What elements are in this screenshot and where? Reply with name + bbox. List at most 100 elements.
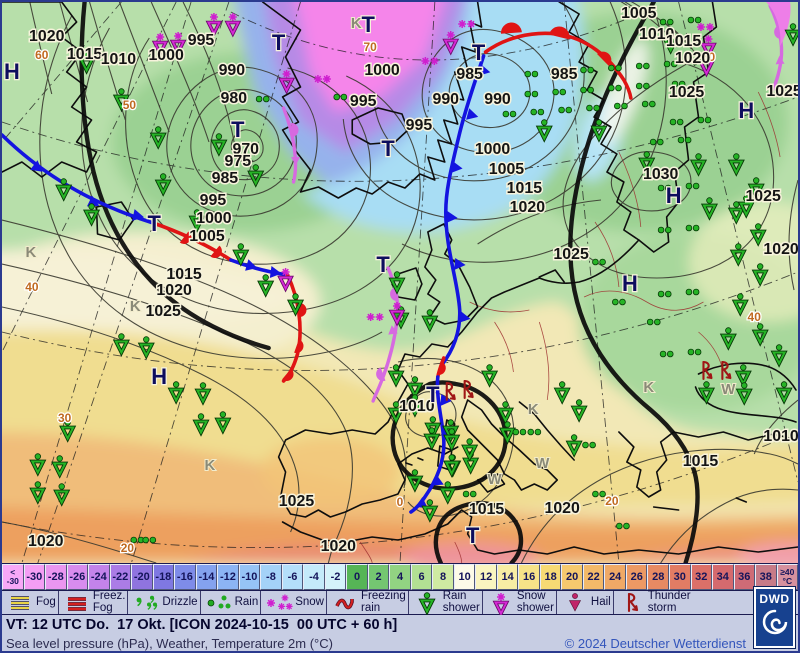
legend-label: Snow: [295, 595, 324, 608]
pressure-label: 1000: [196, 210, 232, 227]
airmass-label: K: [130, 298, 141, 315]
temperature-scale: < -30 -30 -28 -26 -24 -22 -20 -18 -16 -14 -12 -10 -8-…: [2, 563, 798, 590]
pressure-center-T: T: [472, 40, 486, 65]
scale-cell: -2: [324, 564, 347, 590]
pressure-center-H: H: [4, 59, 20, 84]
legend-label: Snow shower: [516, 590, 554, 614]
dwd-logo-text: DWD: [759, 592, 790, 606]
graticule-label: 30: [58, 411, 72, 425]
pressure-label: 990: [432, 91, 459, 108]
graticule-label: 40: [25, 280, 39, 294]
scale-cell: 22: [582, 564, 605, 590]
graticule-label: 60: [35, 48, 49, 62]
pressure-label: 1020: [29, 28, 65, 45]
graticule-label: 40: [748, 310, 762, 324]
scale-cell: -12: [217, 564, 239, 590]
airmass-label: K: [528, 401, 539, 418]
pressure-label: 1025: [766, 83, 798, 100]
freezing-fog-icon: [65, 596, 88, 611]
scale-cell: -22: [109, 564, 132, 590]
pressure-label: 1020: [763, 241, 798, 258]
scale-cell: -8: [260, 564, 282, 590]
pressure-label: 1025: [145, 303, 181, 320]
pressure-label: 995: [350, 93, 377, 110]
legend-label: Freezing rain: [361, 590, 406, 614]
pressure-label: 1010: [399, 398, 435, 415]
legend-label: Rain shower: [442, 590, 480, 614]
scale-cell: -30: [23, 564, 46, 590]
legend-label: Thunder storm: [647, 590, 691, 614]
pressure-label: 1025: [279, 493, 315, 510]
scale-cell: 32: [690, 564, 713, 590]
pressure-label: 1030: [643, 166, 679, 183]
scale-cell: 10: [453, 564, 476, 590]
scale-cell: 36: [733, 564, 756, 590]
legend-item-snow-shower: Snow shower: [483, 590, 557, 615]
pressure-label: 1015: [666, 33, 702, 50]
scale-cell: 14: [496, 564, 519, 590]
dwd-spiral-icon: [762, 609, 787, 635]
pressure-label: 975: [225, 153, 252, 170]
scale-cell: 18: [539, 564, 562, 590]
pressure-label: 1010: [101, 51, 137, 68]
rain-icon: [207, 594, 231, 609]
graticule-label: 20: [605, 494, 619, 508]
legend-label: Freez. Fog: [92, 590, 126, 614]
graticule-label: 70: [364, 40, 378, 54]
legend-item-rain: Rain: [201, 591, 262, 614]
legend-item-drizzle: Drizzle: [128, 591, 201, 614]
scale-cell: 8: [432, 564, 454, 590]
pressure-label: 995: [188, 32, 215, 49]
airmass-label: W: [721, 381, 736, 398]
pressure-center-H: H: [622, 271, 638, 296]
airmass-label: W: [487, 471, 502, 488]
scale-cell: -18: [152, 564, 175, 590]
pressure-label: 1000: [364, 62, 400, 79]
pressure-label: 985: [551, 66, 578, 83]
pressure-center-T: T: [231, 117, 245, 142]
pressure-label: 1005: [621, 5, 657, 22]
scale-cell: < -30: [2, 564, 24, 590]
scale-cell: 34: [712, 564, 734, 590]
rain-shower-icon: [413, 591, 441, 615]
airmass-label: W: [535, 455, 550, 472]
legend-label: Drizzle: [162, 595, 198, 608]
weather-legend: Fog Freez. Fog Drizzle Rain Snow Freezing rain R…: [2, 590, 798, 615]
scale-cell: -6: [281, 564, 304, 590]
legend-item-thunderstorm: Thunder storm: [614, 590, 693, 614]
pressure-label: 980: [221, 90, 248, 107]
airmass-label: K: [351, 15, 362, 32]
legend-item-hail: Hail: [557, 591, 614, 614]
trough-lines: [79, 2, 700, 563]
pressure-label: 1020: [544, 500, 580, 517]
legend-item-snow: Snow: [261, 591, 327, 614]
pressure-label: 1015: [507, 180, 543, 197]
pressure-label: 995: [200, 192, 227, 209]
legend-item-fog: Fog: [2, 591, 59, 614]
pressure-label: 1020: [156, 282, 192, 299]
scale-cell: 28: [647, 564, 669, 590]
pressure-label: 1005: [489, 161, 525, 178]
fog-icon: [9, 595, 31, 610]
pressure-label: 1020: [510, 199, 546, 216]
pressure-label: 1025: [553, 246, 589, 263]
scale-cell: -10: [238, 564, 261, 590]
scale-cell: -24: [88, 564, 110, 590]
scale-cell: -4: [303, 564, 325, 590]
graticule-label: 60: [702, 50, 716, 64]
pressure-label: 1025: [745, 188, 781, 205]
legend-item-freezing-rain: Freezing rain: [327, 590, 409, 614]
airmass-label: K: [25, 244, 36, 261]
pressure-label: 1020: [321, 538, 357, 555]
pressure-center-T: T: [148, 211, 162, 236]
scale-cell: 20: [561, 564, 583, 590]
pressure-center-T: T: [466, 523, 480, 548]
legend-item-rain-shower: Rain shower: [409, 590, 483, 615]
scale-cell: 4: [389, 564, 411, 590]
pressure-label: 1015: [469, 501, 505, 518]
scale-cell: 30: [668, 564, 691, 590]
snow-shower-icon: [487, 591, 515, 615]
